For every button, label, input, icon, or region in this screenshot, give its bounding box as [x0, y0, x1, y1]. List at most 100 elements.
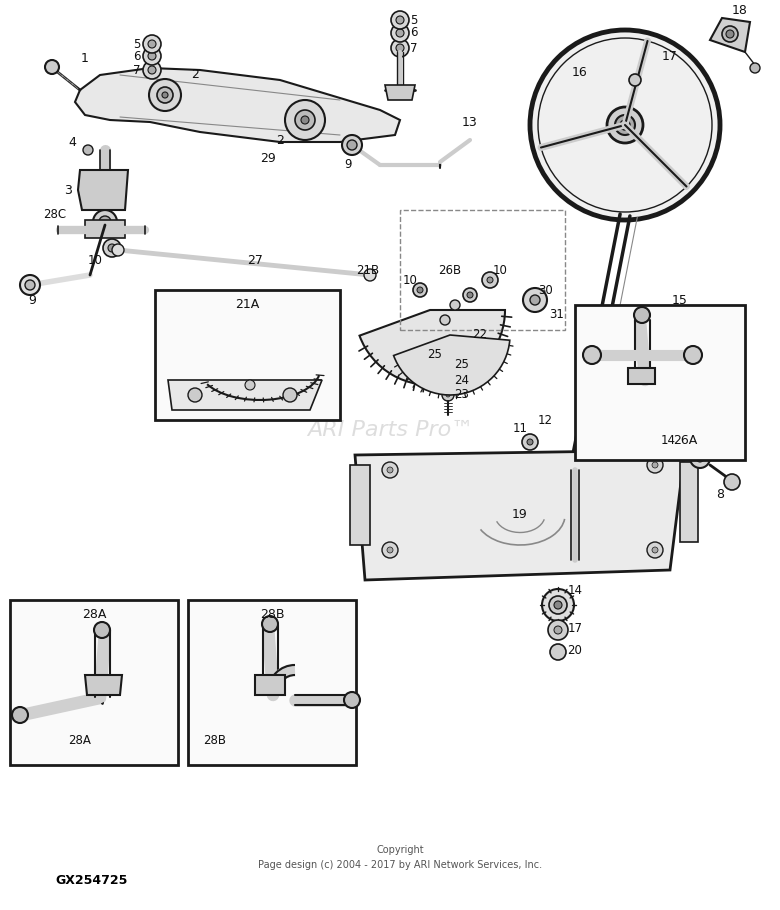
Polygon shape	[385, 85, 415, 100]
Text: 30: 30	[539, 284, 553, 297]
Text: 6: 6	[133, 49, 140, 63]
Polygon shape	[628, 368, 655, 384]
Circle shape	[342, 135, 362, 155]
Circle shape	[442, 359, 454, 371]
Circle shape	[94, 622, 110, 638]
Circle shape	[157, 87, 173, 103]
Circle shape	[696, 454, 704, 462]
Circle shape	[467, 292, 473, 298]
Circle shape	[93, 210, 117, 234]
Circle shape	[647, 542, 663, 558]
Circle shape	[542, 589, 574, 621]
Text: ARI Parts Pro™: ARI Parts Pro™	[307, 420, 473, 440]
Circle shape	[554, 601, 562, 609]
Circle shape	[647, 457, 663, 473]
Circle shape	[527, 439, 533, 445]
Circle shape	[726, 30, 734, 38]
Circle shape	[530, 295, 540, 305]
Text: 19: 19	[512, 509, 528, 521]
Circle shape	[750, 63, 760, 73]
Circle shape	[442, 389, 454, 401]
Text: Page design (c) 2004 - 2017 by ARI Network Services, Inc.: Page design (c) 2004 - 2017 by ARI Netwo…	[258, 860, 542, 870]
Circle shape	[283, 388, 297, 402]
Text: 15: 15	[672, 294, 688, 307]
Polygon shape	[168, 380, 322, 410]
Text: 28C: 28C	[44, 208, 66, 221]
Circle shape	[301, 116, 309, 124]
Text: 5: 5	[410, 14, 417, 26]
Circle shape	[446, 363, 450, 367]
Text: 18: 18	[732, 4, 748, 16]
Text: 14: 14	[661, 433, 675, 447]
Text: 11: 11	[512, 421, 527, 434]
Text: 10: 10	[492, 264, 508, 277]
Text: 29: 29	[260, 151, 276, 165]
Polygon shape	[85, 220, 125, 238]
Text: 23: 23	[455, 389, 470, 401]
Circle shape	[108, 244, 116, 252]
Circle shape	[554, 626, 562, 634]
Circle shape	[143, 61, 161, 79]
Circle shape	[634, 307, 650, 323]
Text: 26B: 26B	[438, 264, 462, 277]
Circle shape	[143, 35, 161, 53]
Circle shape	[548, 620, 568, 640]
Circle shape	[245, 380, 255, 390]
Text: 8: 8	[716, 489, 724, 501]
Bar	[10, 600, 178, 765]
Text: 10: 10	[87, 254, 102, 267]
Bar	[155, 290, 340, 420]
Text: 5: 5	[133, 37, 140, 50]
Circle shape	[148, 52, 156, 60]
Circle shape	[285, 100, 325, 140]
Text: 2: 2	[276, 134, 284, 147]
Wedge shape	[394, 335, 510, 395]
Circle shape	[262, 616, 278, 632]
Circle shape	[25, 280, 35, 290]
Circle shape	[148, 66, 156, 74]
Circle shape	[690, 448, 710, 468]
Text: 2: 2	[191, 68, 199, 82]
Text: 24: 24	[455, 373, 470, 387]
Circle shape	[347, 140, 357, 150]
Circle shape	[417, 287, 423, 293]
Polygon shape	[350, 465, 370, 545]
Circle shape	[482, 272, 498, 288]
Circle shape	[396, 29, 404, 37]
Text: 22: 22	[473, 329, 488, 341]
Circle shape	[440, 315, 450, 325]
Circle shape	[722, 26, 738, 42]
Circle shape	[522, 434, 538, 450]
Text: 7: 7	[133, 64, 140, 76]
Circle shape	[20, 275, 40, 295]
Text: 25: 25	[427, 349, 442, 361]
Text: 7: 7	[410, 42, 418, 55]
Text: 28B: 28B	[260, 609, 284, 622]
Text: 9: 9	[28, 294, 36, 307]
Circle shape	[530, 30, 720, 220]
Circle shape	[442, 374, 454, 386]
Circle shape	[446, 393, 450, 397]
Circle shape	[364, 269, 376, 281]
Circle shape	[188, 388, 202, 402]
Text: 21B: 21B	[356, 264, 380, 277]
Circle shape	[387, 467, 393, 473]
Circle shape	[99, 216, 111, 228]
Circle shape	[382, 542, 398, 558]
Circle shape	[149, 79, 181, 111]
Polygon shape	[710, 18, 750, 52]
Text: 28A: 28A	[69, 733, 91, 746]
Circle shape	[382, 462, 398, 478]
Text: 12: 12	[537, 413, 552, 427]
Circle shape	[652, 462, 658, 468]
Circle shape	[463, 288, 477, 302]
Text: 20: 20	[568, 643, 583, 656]
Circle shape	[652, 547, 658, 553]
Circle shape	[549, 596, 567, 614]
Circle shape	[724, 474, 740, 490]
Circle shape	[629, 74, 641, 86]
Text: 28B: 28B	[204, 733, 226, 746]
Text: 1: 1	[81, 52, 89, 65]
Circle shape	[148, 40, 156, 48]
Circle shape	[487, 277, 493, 283]
